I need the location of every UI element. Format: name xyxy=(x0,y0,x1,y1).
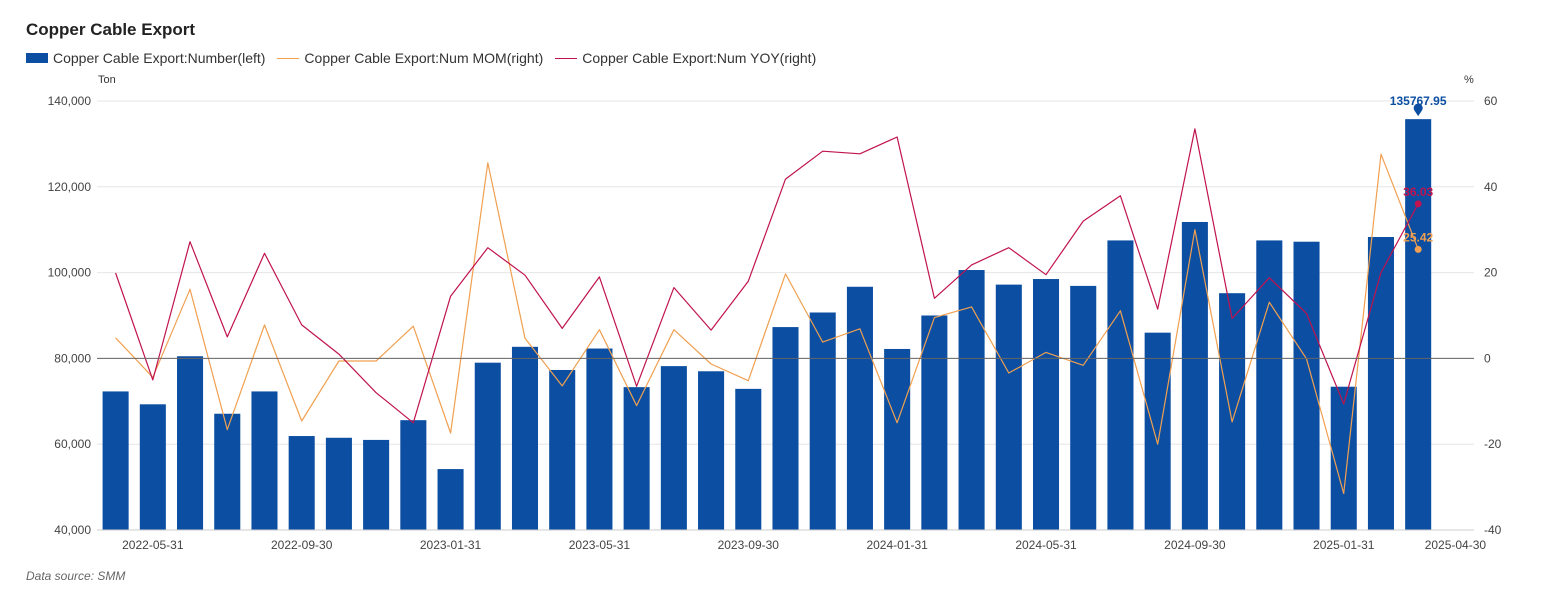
bar[interactable] xyxy=(214,413,241,530)
x-tick-label: 2022-09-30 xyxy=(271,538,333,552)
series-end-label: 36.03 xyxy=(1403,185,1433,199)
x-tick-label: 2025-01-31 xyxy=(1313,538,1375,552)
y-right-tick-label: 0 xyxy=(1484,351,1491,365)
x-tick-label: 2023-09-30 xyxy=(718,538,780,552)
y-left-tick-label: 140,000 xyxy=(48,94,92,108)
series-end-label: 25.42 xyxy=(1403,230,1433,244)
y-left-tick-label: 60,000 xyxy=(54,437,91,451)
bar[interactable] xyxy=(139,404,166,530)
bar[interactable] xyxy=(325,437,352,530)
y-left-tick-label: 40,000 xyxy=(54,523,91,537)
bar[interactable] xyxy=(288,436,315,530)
y-right-unit: % xyxy=(1464,74,1474,86)
x-tick-label: 2025-04-30 xyxy=(1425,538,1487,552)
legend-swatch-yoy xyxy=(555,57,578,59)
x-tick-label: 2024-09-30 xyxy=(1164,538,1226,552)
bar[interactable] xyxy=(400,420,427,530)
bar[interactable] xyxy=(921,315,948,531)
bar[interactable] xyxy=(1219,293,1246,530)
bar[interactable] xyxy=(1181,221,1208,530)
bar[interactable] xyxy=(177,356,204,530)
x-tick-label: 2024-01-31 xyxy=(866,538,928,552)
series-line[interactable] xyxy=(115,128,1419,424)
y-left-unit: Ton xyxy=(98,74,116,86)
y-left-tick-label: 80,000 xyxy=(54,351,91,365)
bar[interactable] xyxy=(1256,240,1283,531)
bar[interactable] xyxy=(1032,279,1060,530)
bar[interactable] xyxy=(809,312,836,530)
bar-end-marker xyxy=(1413,103,1423,117)
y-left-tick-label: 100,000 xyxy=(48,266,92,280)
series-end-marker xyxy=(1414,200,1422,208)
bar[interactable] xyxy=(586,348,613,530)
bar[interactable] xyxy=(846,286,873,530)
bar[interactable] xyxy=(251,391,278,530)
bar[interactable] xyxy=(772,327,799,530)
bar[interactable] xyxy=(511,346,539,530)
bar[interactable] xyxy=(102,391,129,530)
legend-swatch-bar xyxy=(26,53,48,63)
data-source: Data source: SMM xyxy=(26,569,126,583)
bar[interactable] xyxy=(437,469,464,530)
bar[interactable] xyxy=(735,388,762,530)
bar[interactable] xyxy=(363,439,390,530)
bar[interactable] xyxy=(1367,236,1394,531)
bar[interactable] xyxy=(698,371,725,530)
x-tick-label: 2023-01-31 xyxy=(420,538,482,552)
x-tick-label: 2024-05-31 xyxy=(1015,538,1077,552)
bar[interactable] xyxy=(1070,285,1097,530)
chart-legend: Copper Cable Export:Number(left) Copper … xyxy=(26,50,828,66)
bar[interactable] xyxy=(995,284,1022,530)
legend-label-yoy: Copper Cable Export:Num YOY(right) xyxy=(582,50,817,66)
legend-label-number: Copper Cable Export:Number(left) xyxy=(53,50,266,66)
y-left-tick-label: 120,000 xyxy=(48,180,92,194)
legend-item-mom[interactable]: Copper Cable Export:Num MOM(right) xyxy=(277,50,543,66)
y-right-tick-label: 20 xyxy=(1484,266,1498,280)
x-tick-label: 2022-05-31 xyxy=(122,538,184,552)
bar[interactable] xyxy=(1144,332,1171,530)
bar[interactable] xyxy=(660,366,687,530)
bar[interactable] xyxy=(549,369,576,530)
bar[interactable] xyxy=(958,270,985,530)
series-line[interactable] xyxy=(115,153,1419,495)
series-end-marker xyxy=(1414,245,1422,253)
bar[interactable] xyxy=(1405,119,1432,531)
legend-item-number[interactable]: Copper Cable Export:Number(left) xyxy=(26,50,265,66)
bar-end-label: 135767.95 xyxy=(1390,94,1447,108)
bar[interactable] xyxy=(1293,241,1320,530)
legend-swatch-mom xyxy=(277,57,300,59)
x-tick-label: 2023-05-31 xyxy=(569,538,631,552)
bar[interactable] xyxy=(474,362,501,530)
bar[interactable] xyxy=(884,348,911,530)
y-right-tick-label: 60 xyxy=(1484,94,1498,108)
y-right-tick-label: -40 xyxy=(1484,523,1502,537)
bar[interactable] xyxy=(1107,240,1134,531)
bar[interactable] xyxy=(623,387,650,530)
y-right-tick-label: -20 xyxy=(1484,437,1502,451)
y-right-tick-label: 40 xyxy=(1484,180,1498,194)
chart-title: Copper Cable Export xyxy=(26,20,196,39)
legend-item-yoy[interactable]: Copper Cable Export:Num YOY(right) xyxy=(555,50,816,66)
legend-label-mom: Copper Cable Export:Num MOM(right) xyxy=(304,50,544,66)
